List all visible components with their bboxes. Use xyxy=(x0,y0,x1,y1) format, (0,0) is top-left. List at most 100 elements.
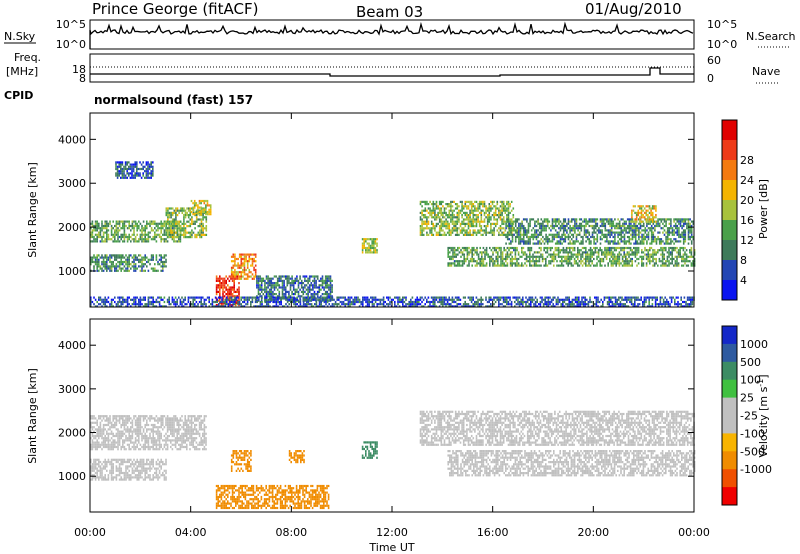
heatmap-cell xyxy=(605,251,608,254)
heatmap-cell xyxy=(397,303,399,306)
heatmap-cell xyxy=(687,227,690,230)
heatmap-cell xyxy=(189,207,192,210)
heatmap-cell xyxy=(147,233,150,236)
heatmap-cell xyxy=(219,290,221,293)
heatmap-cell xyxy=(625,255,627,258)
heatmap-cell xyxy=(623,227,626,230)
heatmap-cell xyxy=(593,251,595,254)
heatmap-cell xyxy=(617,218,619,221)
heatmap-cell xyxy=(166,227,169,230)
heatmap-cell xyxy=(222,293,224,296)
heatmap-cell xyxy=(472,231,475,234)
heatmap-cell xyxy=(262,305,265,308)
heatmap-cell xyxy=(432,205,435,208)
heatmap-cell xyxy=(313,295,316,298)
heatmap-cell xyxy=(384,300,386,304)
heatmap-cell xyxy=(674,218,677,221)
heatmap-cell xyxy=(302,286,305,289)
heatmap-cell xyxy=(534,220,536,223)
heatmap-cell xyxy=(615,242,618,245)
heatmap-cell xyxy=(189,233,192,236)
heatmap-cell xyxy=(601,260,603,263)
heatmap-cell xyxy=(493,249,496,252)
heatmap-cell xyxy=(158,300,161,304)
heatmap-cell xyxy=(614,231,616,234)
heatmap-cell xyxy=(669,251,672,254)
heatmap-cell xyxy=(120,263,122,266)
heatmap-cell xyxy=(446,214,449,217)
heatmap-cell xyxy=(106,258,108,261)
heatmap-cell xyxy=(232,303,234,306)
heatmap-cell xyxy=(90,222,92,225)
heatmap-cell xyxy=(203,202,206,205)
heatmap-cell xyxy=(609,235,611,239)
heatmap-cell xyxy=(464,205,467,208)
heatmap-cell xyxy=(601,233,603,236)
heatmap-cell xyxy=(323,296,326,299)
heatmap-cell xyxy=(522,231,525,234)
heatmap-cell xyxy=(101,263,103,266)
heatmap-cell xyxy=(589,249,592,252)
heatmap-cell xyxy=(294,282,297,285)
heatmap-cell xyxy=(170,207,172,210)
heatmap-cell xyxy=(665,260,667,263)
heatmap-cell xyxy=(485,207,487,210)
heatmap-cell xyxy=(324,282,327,285)
heatmap-cell xyxy=(338,303,340,306)
heatmap-cell xyxy=(312,295,314,298)
heatmap-cell xyxy=(511,246,513,250)
heatmap-cell xyxy=(395,305,398,308)
heatmap-cell xyxy=(475,220,478,223)
heatmap-cell xyxy=(426,298,428,301)
heatmap-cell xyxy=(191,218,193,221)
heatmap-cell xyxy=(245,257,247,261)
heatmap-cell xyxy=(315,279,317,282)
heatmap-cell xyxy=(570,227,573,230)
heatmap-cell xyxy=(551,255,553,258)
heatmap-cell xyxy=(533,255,536,258)
heatmap-cell xyxy=(551,235,554,239)
heatmap-cell xyxy=(267,305,270,308)
heatmap-cell xyxy=(553,257,555,261)
heatmap-cell xyxy=(617,253,619,256)
heatmap-cell xyxy=(114,258,116,261)
heatmap-cell xyxy=(205,204,207,207)
heatmap-cell xyxy=(477,203,479,206)
heatmap-cell xyxy=(144,227,146,230)
heatmap-cell xyxy=(141,235,143,239)
heatmap-cell xyxy=(529,222,531,225)
heatmap-cell xyxy=(194,211,196,214)
heatmap-cell xyxy=(456,296,458,299)
heatmap-cell xyxy=(527,227,530,230)
heatmap-cell xyxy=(165,209,168,212)
heatmap-cell xyxy=(315,303,318,306)
heatmap-cell xyxy=(453,300,455,304)
heatmap-cell xyxy=(489,260,491,263)
heatmap-cell xyxy=(134,165,136,168)
heatmap-cell xyxy=(315,293,317,296)
heatmap-cell xyxy=(374,296,377,299)
heatmap-cell xyxy=(170,303,172,306)
heatmap-cell xyxy=(150,220,153,223)
heatmap-cell xyxy=(448,233,451,236)
heatmap-cell xyxy=(561,222,563,225)
heatmap-cell xyxy=(653,216,656,219)
heatmap-cell xyxy=(484,249,486,252)
heatmap-cell xyxy=(278,296,281,299)
heatmap-cell xyxy=(620,240,623,243)
heatmap-cell xyxy=(170,214,172,217)
heatmap-cell xyxy=(323,305,326,308)
heatmap-cell xyxy=(545,251,547,254)
heatmap-cell xyxy=(637,205,640,208)
heatmap-cell xyxy=(497,253,499,256)
heatmap-cell xyxy=(663,233,666,236)
heatmap-cell xyxy=(215,297,218,300)
heatmap-cell xyxy=(382,303,385,306)
heatmap-cell xyxy=(593,227,595,230)
heatmap-cell xyxy=(184,227,187,230)
heatmap-cell xyxy=(294,279,297,282)
heatmap-cell xyxy=(504,205,507,208)
heatmap-cell xyxy=(453,262,456,265)
heatmap-cell xyxy=(458,298,460,301)
heatmap-cell xyxy=(649,262,651,265)
